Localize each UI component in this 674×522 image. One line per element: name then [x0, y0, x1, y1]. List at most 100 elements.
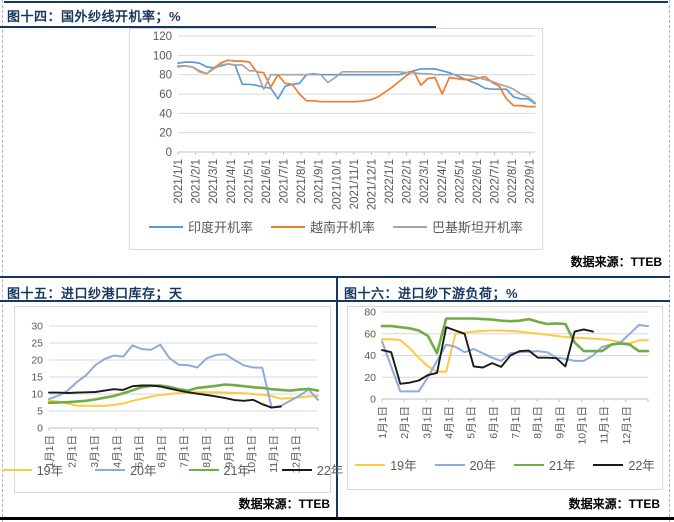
- x-tick-label: 11月1日: [268, 435, 280, 473]
- x-tick-label: 2021/10/1: [331, 159, 343, 210]
- x-tick-label: 2021/5/1: [243, 159, 255, 204]
- series-line-越南开机率: [177, 59, 536, 108]
- legend-label: 22年: [316, 464, 344, 478]
- y-tick-label: 0: [166, 147, 172, 159]
- legend-swatch: [270, 225, 305, 228]
- x-tick-label: 2021/3/1: [208, 159, 220, 204]
- chart14-frame: 0 20 40 60 80 100 120 2021/1/1 2021/2/1 2021/3/1 2…: [129, 28, 543, 250]
- y-tick-label: 5: [37, 406, 43, 418]
- y-tick-label: 25: [31, 338, 43, 350]
- chart14-svg: 0 20 40 60 80 100 120 2021/1/1 2021/2/1 2021/3/1 2…: [153, 31, 537, 210]
- legend-swatch: [281, 468, 312, 471]
- x-tick-label: 10月1日: [246, 435, 258, 474]
- x-tick-label: 11月1日: [599, 406, 611, 444]
- y-tick-label: 30: [31, 321, 43, 333]
- x-tick-label: 2月1日: [66, 435, 78, 468]
- legend-swatch: [593, 463, 624, 466]
- y-tick-label: 60: [364, 328, 376, 340]
- x-tick-label: 7月1日: [179, 435, 191, 468]
- y-tick-label: 10: [31, 389, 43, 401]
- legend-swatch: [355, 463, 386, 466]
- chart15-svg: 0 5 10 15 20 25 30 1月1日 2月1日 3月1日 4月1日 5月1日 6月1日 7月1日…: [31, 321, 320, 474]
- legend-label: 20年: [469, 459, 496, 473]
- chart15-legend: 19年 20年 21年 22年: [1, 460, 343, 479]
- x-tick-label: 2022/2/1: [402, 159, 414, 204]
- legend-label: 19年: [36, 464, 64, 478]
- series-line-22年: [381, 326, 594, 385]
- x-tick-label: 2021/1/1: [173, 159, 185, 204]
- x-tick-label: 9月1日: [554, 406, 566, 439]
- x-tick-label: 6月1日: [488, 406, 500, 439]
- legend-item-19年: 19年: [1, 460, 64, 479]
- x-tick-label: 2021/7/1: [279, 159, 291, 204]
- x-tick-label: 2022/9/1: [525, 159, 537, 204]
- x-tick-label: 2021/12/1: [366, 159, 378, 210]
- x-tick-label: 2022/5/1: [454, 159, 466, 204]
- x-tick-label: 4月1日: [444, 406, 456, 439]
- legend-swatch: [1, 468, 32, 471]
- x-tick-label: 2022/8/1: [507, 159, 519, 204]
- x-tick-label: 2021/9/1: [314, 159, 326, 204]
- x-tick-label: 3月1日: [421, 406, 433, 439]
- chart14-title: 图十四：国外纱线开机率；%: [7, 9, 182, 24]
- y-tick-label: 100: [153, 50, 172, 62]
- x-tick-label: 7月1日: [510, 406, 522, 439]
- legend-item-越南开机率: 越南开机率: [270, 217, 375, 236]
- x-tick-label: 6月1日: [156, 435, 168, 468]
- x-tick-label: 2022/7/1: [490, 159, 502, 204]
- x-tick-label: 8月1日: [532, 406, 544, 439]
- chart15-source: 数据来源：TTEB: [238, 497, 330, 511]
- legend-swatch: [393, 225, 427, 228]
- series-line-印度开机率: [177, 61, 536, 105]
- y-tick-label: 0: [37, 423, 43, 435]
- x-tick-label: 2021/2/1: [191, 159, 203, 204]
- legend-swatch: [188, 468, 219, 471]
- x-tick-label: 2021/11/1: [349, 159, 361, 209]
- legend-item-22年: 22年: [281, 460, 344, 479]
- legend-item-22年: 22年: [593, 455, 655, 474]
- legend-item-20年: 20年: [95, 460, 157, 479]
- x-tick-label: 2月1日: [399, 406, 411, 439]
- legend-label: 印度开机率: [187, 220, 253, 235]
- legend-label: 巴基斯坦开机率: [432, 220, 524, 235]
- x-tick-label: 2021/8/1: [296, 159, 308, 204]
- x-tick-label: 5月1日: [466, 406, 478, 439]
- series-line-19年: [48, 391, 319, 407]
- chart15-frame: 0 5 10 15 20 25 30 1月1日 2月1日 3月1日 4月1日 5月1日 6月1日 7月1日…: [1, 306, 343, 493]
- row-divider-line: [0, 276, 670, 278]
- y-tick-label: 120: [153, 31, 172, 43]
- legend-item-21年: 21年: [188, 460, 250, 479]
- legend-label: 19年: [390, 459, 417, 473]
- bottom-border-line: [0, 517, 674, 520]
- y-tick-label: 15: [31, 372, 43, 384]
- legend-swatch: [95, 468, 126, 471]
- legend-item-印度开机率: 印度开机率: [148, 217, 253, 236]
- x-tick-label: 10月1日: [577, 406, 589, 445]
- legend-item-21年: 21年: [514, 455, 575, 474]
- y-tick-label: 20: [159, 128, 172, 140]
- x-tick-label: 1月1日: [44, 435, 56, 468]
- legend-item-20年: 20年: [434, 455, 496, 474]
- bottom-titles-underline: [0, 300, 670, 302]
- chart14-legend: 印度开机率 越南开机率 巴基斯坦开机率: [130, 217, 542, 236]
- x-tick-label: 2022/4/1: [437, 159, 449, 204]
- y-tick-label: 20: [31, 355, 43, 367]
- chart16-source: 数据来源：TTEB: [568, 497, 660, 511]
- x-tick-label: 8月1日: [201, 435, 213, 468]
- x-tick-label: 2021/4/1: [226, 159, 238, 204]
- page-break-left-dashed-line: [2, 0, 3, 522]
- page-break-right-dashed-line: [669, 0, 670, 522]
- top-border-line: [4, 1, 668, 3]
- x-tick-label: 4月1日: [111, 435, 123, 468]
- chart16-svg: 0 20 40 60 80 1月1日 2月1日 3月1日 4月1日 5月1日 6月1日 7月1日 8月1…: [364, 307, 650, 445]
- x-tick-label: 2022/6/1: [472, 159, 484, 204]
- series-line-巴基斯坦开机率: [177, 63, 536, 104]
- y-tick-label: 0: [370, 394, 376, 406]
- chart16-frame: 0 20 40 60 80 1月1日 2月1日 3月1日 4月1日 5月1日 6月1日 7月1日 8月1…: [347, 306, 663, 490]
- legend-label: 20年: [130, 464, 157, 478]
- chart16-title: 图十六：进口纱下游负荷；%: [344, 286, 519, 301]
- legend-swatch: [434, 463, 465, 466]
- legend-swatch: [514, 463, 544, 466]
- legend-item-19年: 19年: [355, 455, 417, 474]
- y-tick-label: 40: [364, 350, 376, 362]
